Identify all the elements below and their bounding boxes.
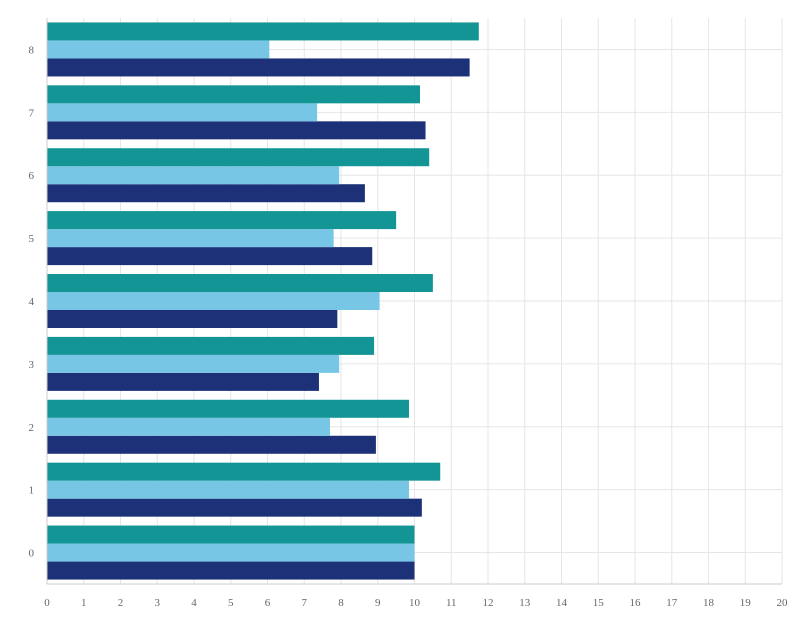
bar (47, 229, 334, 248)
bar (47, 498, 422, 517)
x-tick-label: 11 (446, 597, 457, 609)
y-tick-label: 8 (29, 44, 35, 56)
x-tick-label: 2 (118, 597, 124, 609)
bar (47, 22, 479, 41)
x-tick-label: 20 (777, 597, 789, 609)
bar (47, 184, 365, 203)
y-tick-label: 7 (29, 107, 35, 119)
x-tick-label: 19 (740, 597, 752, 609)
axes: 0 1 2 3 4 5 6 7 8 9 10 11 12 13 14 15 16 17 18 19 2001234567… (29, 18, 789, 609)
x-tick-label: 5 (228, 597, 234, 609)
x-tick-label: 16 (630, 597, 642, 609)
x-tick-label: 12 (483, 597, 494, 609)
x-tick-label: 3 (155, 597, 161, 609)
y-tick-label: 6 (29, 170, 35, 182)
bar (47, 292, 380, 310)
y-tick-label: 5 (29, 233, 35, 245)
x-tick-label: 10 (409, 597, 421, 609)
bar (47, 148, 430, 167)
x-tick-label: 9 (375, 597, 381, 609)
bar (47, 336, 375, 355)
bar (47, 417, 330, 436)
x-tick-label: 7 (302, 597, 308, 609)
x-tick-label: 1 (81, 597, 87, 609)
bar (47, 85, 421, 104)
x-tick-label: 6 (265, 597, 271, 609)
bar (47, 561, 415, 580)
x-tick-label: 14 (556, 597, 568, 609)
bar (47, 211, 397, 230)
bar (47, 103, 318, 122)
x-tick-label: 4 (191, 597, 197, 609)
y-tick-label: 4 (29, 296, 35, 308)
bar (47, 480, 409, 499)
bar (47, 310, 338, 328)
bar (47, 354, 340, 373)
bars (47, 22, 479, 580)
bar (47, 58, 470, 77)
x-tick-label: 8 (338, 597, 344, 609)
bar (47, 543, 415, 562)
x-tick-label: 18 (703, 597, 715, 609)
y-tick-label: 3 (29, 359, 35, 371)
bar (47, 372, 319, 391)
y-tick-label: 2 (29, 422, 35, 434)
bar (47, 399, 409, 418)
x-tick-label: 15 (593, 597, 605, 609)
x-tick-label: 17 (666, 597, 678, 609)
bar (47, 462, 441, 481)
bar (47, 121, 426, 140)
y-tick-label: 1 (29, 485, 35, 497)
bar (47, 166, 340, 185)
bar (47, 435, 376, 454)
y-tick-label: 0 (29, 548, 35, 560)
x-tick-label: 13 (519, 597, 531, 609)
bar (47, 525, 415, 544)
bar (47, 274, 433, 292)
bar (47, 247, 373, 266)
x-tick-label: 0 (44, 597, 50, 609)
bar (47, 40, 270, 59)
